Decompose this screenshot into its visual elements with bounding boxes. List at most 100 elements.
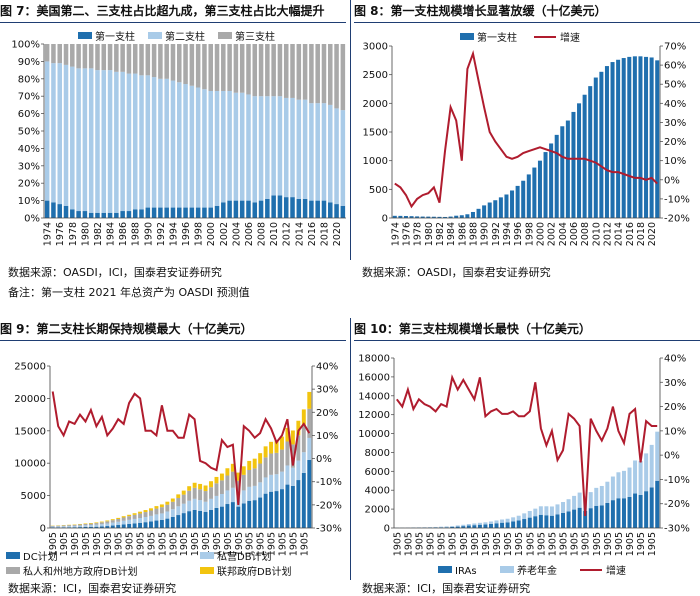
x-tick-label: 1976 bbox=[55, 222, 66, 246]
bar-segment bbox=[296, 480, 301, 528]
bar-segment bbox=[487, 202, 492, 218]
y-tick-label: 40% bbox=[18, 144, 40, 155]
bar-segment bbox=[263, 493, 268, 528]
bar-segment bbox=[105, 521, 110, 524]
bar-segment bbox=[477, 522, 482, 525]
bar-segment bbox=[315, 200, 320, 218]
bar-segment bbox=[88, 525, 93, 527]
bar-segment bbox=[500, 519, 505, 523]
bar-segment bbox=[247, 470, 252, 487]
x-tick-label: 2006 bbox=[569, 222, 580, 246]
bar-segment bbox=[265, 198, 270, 218]
bar-segment bbox=[307, 408, 312, 438]
bar-segment bbox=[431, 216, 436, 218]
bar-segment bbox=[151, 77, 157, 208]
x-tick-label: 2000 bbox=[535, 222, 546, 246]
y2-tick-label: 20% bbox=[664, 402, 686, 413]
bar-segment bbox=[189, 85, 195, 208]
bar-segment bbox=[121, 516, 126, 518]
y-tick-label: 0% bbox=[24, 214, 40, 225]
x-tick-label: 1905 bbox=[234, 532, 245, 556]
bar-segment bbox=[154, 508, 159, 515]
bar-segment bbox=[202, 207, 207, 218]
y2-tick-label: 50% bbox=[664, 80, 686, 91]
x-tick-label: 1980 bbox=[424, 222, 435, 246]
bar-segment bbox=[183, 84, 188, 208]
x-tick-label: 1905 bbox=[168, 532, 179, 556]
x-tick-label: 1905 bbox=[146, 532, 157, 556]
bar-segment bbox=[280, 471, 284, 490]
bar-segment bbox=[203, 485, 208, 492]
legend-label: DC计划 bbox=[23, 550, 58, 563]
bar-segment bbox=[241, 474, 246, 491]
bar-segment bbox=[309, 44, 314, 104]
figure-8-chart: 0 500 1000 1500 2000 2500 3000 -20% -10% 0% 10% 20%… bbox=[363, 31, 690, 246]
bar-segment bbox=[621, 470, 626, 499]
y-tick-label: 6000 bbox=[365, 467, 390, 478]
bar-segment bbox=[392, 215, 397, 218]
bar-segment bbox=[230, 487, 235, 503]
bar-segment bbox=[307, 391, 312, 409]
bar-segment bbox=[57, 63, 62, 205]
bar-segment bbox=[302, 99, 308, 199]
bar-segment bbox=[94, 523, 99, 525]
x-tick-label: 2020 bbox=[647, 222, 658, 246]
bar-segment bbox=[544, 515, 549, 528]
bar-segment bbox=[610, 476, 615, 501]
bar-segment bbox=[258, 497, 263, 528]
x-tick-label: 1984 bbox=[106, 222, 117, 246]
bar-segment bbox=[583, 511, 588, 528]
y-tick-label: 30% bbox=[18, 161, 40, 172]
x-tick-label: 1905 bbox=[603, 532, 614, 556]
bar-segment bbox=[67, 525, 72, 527]
bar-segment bbox=[265, 44, 270, 97]
y-tick-label: 10% bbox=[18, 196, 40, 207]
bar-segment bbox=[522, 519, 527, 528]
bar-segment bbox=[132, 514, 137, 519]
bar-segment bbox=[138, 522, 143, 528]
bar-segment bbox=[225, 468, 230, 476]
y-tick-label: 0 bbox=[40, 524, 46, 535]
y-tick-label: 90% bbox=[18, 57, 40, 68]
bar-segment bbox=[170, 80, 176, 208]
legend-swatch bbox=[500, 566, 514, 573]
bar-segment bbox=[527, 517, 532, 528]
bar-segment bbox=[145, 44, 151, 76]
bar-segment bbox=[426, 216, 431, 218]
legend-swatch bbox=[78, 32, 92, 39]
bar-segment bbox=[138, 511, 143, 514]
bar-segment bbox=[187, 486, 192, 491]
bar-segment bbox=[315, 44, 320, 104]
legend-label: 私营DB计划 bbox=[217, 550, 272, 563]
bar-segment bbox=[76, 44, 81, 69]
bar-segment bbox=[610, 62, 615, 219]
x-tick-label: 1996 bbox=[181, 222, 192, 246]
y2-tick-label: 30% bbox=[664, 118, 686, 129]
bar-segment bbox=[588, 86, 593, 218]
x-tick-label: 1905 bbox=[614, 532, 625, 556]
bar-segment bbox=[132, 513, 137, 515]
figure-7-chart: 0%10%20%30%40%50%60%70%80%90%100%1974 197… bbox=[11, 30, 346, 246]
bar-segment bbox=[214, 495, 219, 508]
x-tick-label: 1982 bbox=[435, 222, 446, 246]
bar-segment bbox=[252, 468, 257, 486]
bar-segment bbox=[252, 485, 257, 501]
bar-segment bbox=[277, 44, 283, 97]
x-tick-label: 1905 bbox=[245, 532, 256, 556]
bar-segment bbox=[290, 485, 295, 528]
x-tick-label: 1905 bbox=[448, 532, 459, 556]
bar-segment bbox=[301, 452, 306, 473]
bar-segment bbox=[649, 487, 654, 528]
bar-segment bbox=[121, 517, 126, 521]
bar-segment bbox=[472, 523, 477, 526]
bar-segment bbox=[466, 525, 471, 528]
bar-segment bbox=[44, 44, 50, 62]
figure-9-title: 图 9：第二支柱长期保持规模最大（十亿美元） bbox=[0, 320, 346, 341]
y2-tick-label: 10% bbox=[316, 431, 338, 442]
bar-segment bbox=[139, 75, 144, 210]
bar-segment bbox=[420, 216, 425, 218]
bar-segment bbox=[263, 446, 268, 458]
bar-segment bbox=[99, 524, 104, 527]
bar-segment bbox=[258, 463, 263, 483]
bar-segment bbox=[644, 491, 649, 528]
